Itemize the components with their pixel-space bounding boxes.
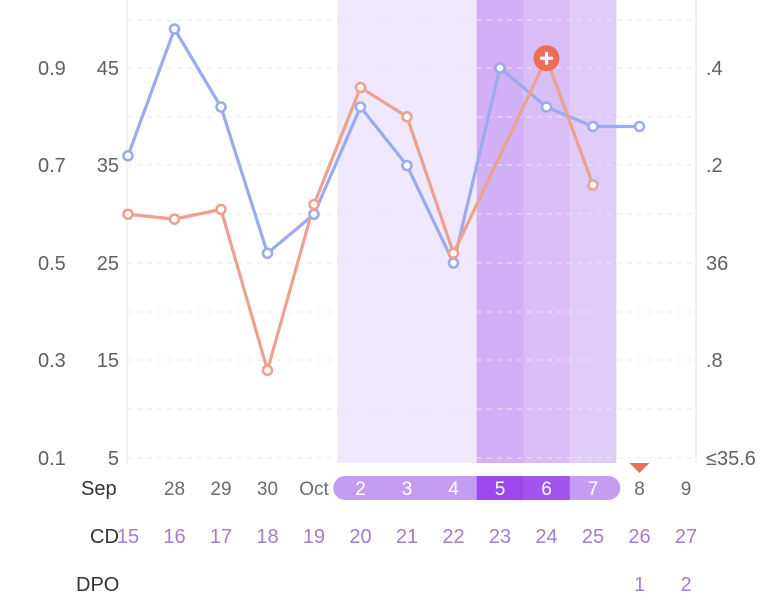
series-point-0 bbox=[122, 149, 134, 162]
series-point-0 bbox=[168, 23, 181, 35]
left-outer-tick-label: 0.5 bbox=[38, 253, 66, 275]
date-label: 9 bbox=[681, 479, 692, 500]
series-point-1 bbox=[308, 198, 320, 211]
cycle-day-value: 19 bbox=[303, 526, 325, 548]
left-outer-tick-label: 0.9 bbox=[38, 58, 66, 80]
dpo-row-label: DPO bbox=[76, 574, 119, 596]
dpo-value: 2 bbox=[680, 574, 691, 596]
series-point-0 bbox=[494, 62, 506, 74]
left-outer-tick-label: 0.7 bbox=[38, 155, 66, 177]
left-inner-tick-label: 5 bbox=[108, 448, 119, 470]
date-label: 28 bbox=[164, 479, 185, 500]
series-point-1 bbox=[354, 81, 367, 94]
series-point-0 bbox=[261, 247, 274, 260]
cycle-day-value: 21 bbox=[396, 526, 418, 548]
cycle-day-value: 20 bbox=[349, 526, 371, 548]
days-past-ovulation-row: DPO 1 2 bbox=[76, 574, 692, 596]
series-line-1 bbox=[126, 56, 595, 372]
date-row[interactable]: Sep 28 29 30 Oct 2 3 4 5 6 7 8 9 bbox=[81, 476, 691, 500]
series-point-1 bbox=[261, 364, 274, 377]
series-lines bbox=[126, 27, 642, 372]
series-point-0 bbox=[540, 101, 553, 113]
cycle-day-value: 18 bbox=[256, 526, 278, 548]
series-line-0 bbox=[126, 27, 642, 265]
date-label: 8 bbox=[634, 479, 645, 500]
date-label: 3 bbox=[402, 479, 413, 500]
series-point-0 bbox=[308, 208, 320, 221]
fertile-window-edge-band bbox=[569, 0, 617, 463]
series-point-0 bbox=[447, 257, 460, 269]
date-label: 30 bbox=[257, 479, 278, 500]
cycle-day-value: 27 bbox=[675, 526, 697, 548]
date-label: 29 bbox=[210, 479, 231, 500]
series-point-0 bbox=[587, 120, 599, 133]
fertile-window-bands bbox=[337, 0, 617, 463]
right-axis: .4 .2 36 .8 ≤35.6 bbox=[706, 58, 756, 470]
date-label: Oct bbox=[299, 479, 329, 500]
series-point-1 bbox=[447, 247, 460, 260]
right-tick-label: .8 bbox=[706, 350, 723, 372]
cycle-day-value: 16 bbox=[163, 526, 185, 548]
peak-date-pill-light bbox=[523, 476, 570, 500]
series-point-0 bbox=[401, 159, 413, 172]
right-tick-label: .4 bbox=[706, 58, 723, 80]
series-points bbox=[122, 23, 646, 377]
peak-window-dark-band bbox=[476, 0, 524, 463]
series-point-0 bbox=[633, 120, 646, 133]
right-tick-label: .2 bbox=[706, 155, 723, 177]
left-outer-tick-label: 0.3 bbox=[38, 350, 66, 372]
cycle-day-value: 25 bbox=[582, 526, 604, 548]
left-inner-tick-label: 25 bbox=[97, 253, 119, 275]
left-outer-tick-label: 0.1 bbox=[38, 448, 66, 470]
cycle-day-value: 17 bbox=[210, 526, 232, 548]
left-inner-tick-label: 35 bbox=[97, 155, 119, 177]
cd-row-label: CD bbox=[90, 526, 119, 548]
date-label: 5 bbox=[495, 479, 506, 500]
series-point-1 bbox=[215, 203, 227, 216]
cycle-day-value: 22 bbox=[442, 526, 464, 548]
series-point-0 bbox=[354, 101, 367, 113]
cycle-day-value: 26 bbox=[628, 526, 650, 548]
date-label: 6 bbox=[541, 479, 552, 500]
series-point-1 bbox=[587, 179, 599, 191]
cycle-day-value: 15 bbox=[117, 526, 139, 548]
series-point-1 bbox=[401, 110, 413, 123]
date-label: 2 bbox=[355, 479, 366, 500]
cycle-day-value: 23 bbox=[489, 526, 511, 548]
dpo-value: 1 bbox=[634, 574, 645, 596]
cycle-day-value: 24 bbox=[535, 526, 557, 548]
series-point-0 bbox=[215, 101, 227, 113]
left-inner-axis: 45 35 25 15 5 bbox=[97, 58, 119, 470]
left-inner-tick-label: 45 bbox=[97, 58, 119, 80]
right-tick-label: 36 bbox=[706, 253, 728, 275]
right-tick-label: ≤35.6 bbox=[706, 448, 756, 470]
plus-icon[interactable] bbox=[533, 45, 560, 72]
plus-horizontal bbox=[540, 56, 553, 60]
date-label: 7 bbox=[588, 479, 599, 500]
month-label: Sep bbox=[81, 478, 117, 500]
series-point-1 bbox=[122, 208, 134, 221]
triangle-down-icon bbox=[629, 463, 650, 473]
left-inner-tick-label: 15 bbox=[97, 350, 119, 372]
left-outer-axis: 0.9 0.7 0.5 0.3 0.1 bbox=[38, 58, 66, 470]
date-label: 4 bbox=[448, 479, 459, 500]
series-point-1 bbox=[168, 213, 181, 225]
chart-markers bbox=[533, 45, 650, 473]
